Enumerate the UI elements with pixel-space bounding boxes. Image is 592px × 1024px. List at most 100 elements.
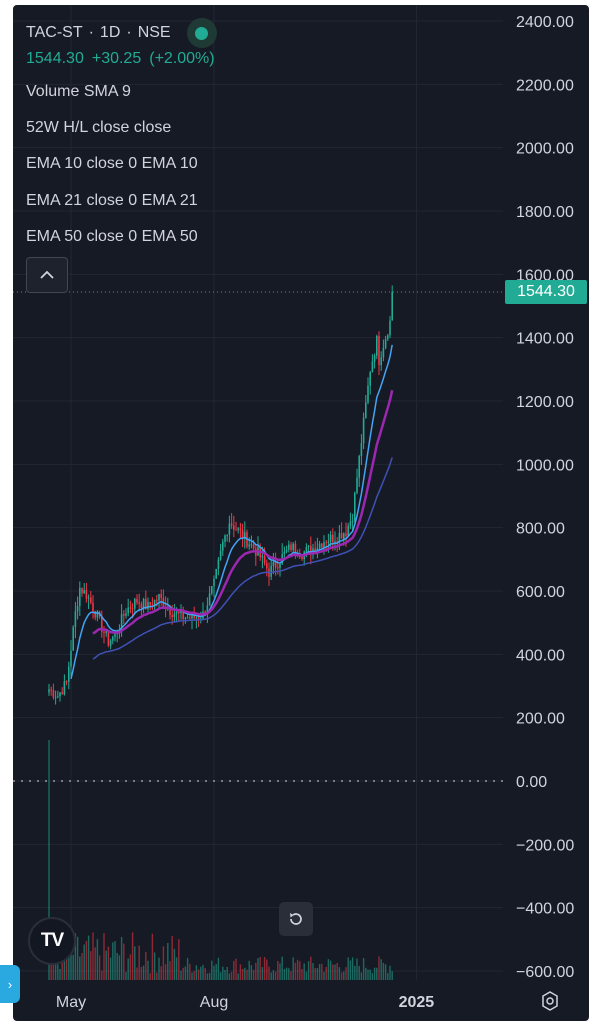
candle-body	[380, 357, 382, 366]
volume-bar	[272, 970, 275, 980]
last-price-tag: 1544.30	[505, 280, 587, 304]
candle-body	[206, 605, 209, 614]
reset-chart-button[interactable]	[279, 902, 313, 936]
volume-bar	[261, 967, 264, 980]
candle-body	[360, 443, 363, 457]
volume-bar	[310, 956, 312, 980]
candle-body	[197, 617, 200, 620]
volume-bar	[109, 957, 112, 980]
volume-bar	[340, 972, 343, 980]
chevron-up-icon	[40, 270, 54, 279]
indicator-52w-hl[interactable]: 52W H/L close close	[26, 119, 172, 136]
tradingview-logo-icon[interactable]: TV	[28, 917, 76, 965]
candle-body	[305, 546, 308, 552]
volume-bar	[147, 960, 149, 980]
x-tick-label: 2025	[399, 994, 435, 1011]
volume-bar	[257, 958, 259, 980]
ema-line-50	[92, 457, 393, 660]
candle-body	[327, 541, 330, 544]
volume-bar	[105, 950, 107, 980]
volume-bar	[378, 956, 380, 980]
side-panel-toggle[interactable]: ›	[0, 965, 20, 1003]
volume-bar	[87, 935, 90, 980]
candle-body	[147, 601, 149, 609]
indicator-ema-21[interactable]: EMA 21 close 0 EMA 21	[26, 192, 198, 209]
candle-body	[186, 617, 189, 619]
indicator-ema-50[interactable]: EMA 50 close 0 EMA 50	[26, 228, 198, 245]
volume-bar	[219, 972, 222, 980]
candle-body	[70, 650, 72, 667]
volume-bar	[380, 959, 382, 980]
volume-bar	[382, 962, 385, 980]
settings-icon[interactable]	[538, 989, 562, 1013]
volume-bar	[316, 967, 319, 980]
candle-body	[191, 613, 193, 619]
volume-bar	[303, 963, 305, 980]
volume-bar	[74, 933, 77, 980]
candle-body	[129, 607, 132, 609]
volume-bar	[314, 967, 316, 980]
volume-bar	[191, 972, 193, 980]
candle-body	[149, 601, 151, 606]
chevron-right-icon: ›	[7, 976, 13, 992]
symbol-legend[interactable]: TAC-ST · 1D · NSE	[26, 18, 217, 48]
candle-body	[90, 597, 92, 603]
y-tick-label: 1200.00	[516, 394, 574, 411]
candle-body	[68, 666, 70, 682]
volume-bar	[362, 958, 365, 980]
volume-bar	[345, 967, 347, 980]
market-status-icon[interactable]	[186, 18, 217, 48]
candle-body	[367, 385, 369, 403]
candle-body	[54, 697, 57, 699]
volume-bar	[59, 968, 61, 980]
volume-bar	[277, 960, 279, 980]
candle-body	[105, 631, 107, 633]
price-chart[interactable]: 2400.002200.002000.001800.001600.001400.…	[13, 5, 589, 1021]
exchange-label: NSE	[137, 24, 171, 41]
volume-bar	[230, 971, 233, 980]
candle-body	[65, 681, 68, 683]
volume-bar	[193, 971, 195, 980]
candle-body	[52, 689, 55, 698]
volume-bar	[354, 965, 356, 980]
candle-body	[226, 534, 228, 536]
candle-body	[237, 528, 239, 530]
volume-bar	[329, 960, 332, 980]
collapse-legend-button[interactable]	[26, 257, 68, 293]
candle-body	[50, 689, 52, 691]
candle-body	[329, 534, 332, 542]
volume-bar	[367, 969, 369, 980]
volume-bar	[204, 968, 206, 980]
y-tick-label: 1800.00	[516, 204, 574, 221]
volume-bar	[387, 973, 389, 980]
volume-bar	[299, 961, 301, 980]
candle-body	[103, 631, 105, 633]
candle-body	[310, 545, 312, 554]
volume-bar	[197, 969, 200, 980]
candle-body	[83, 589, 85, 594]
candle-body	[263, 555, 266, 564]
volume-bar	[307, 961, 310, 980]
volume-bar	[270, 972, 272, 980]
volume-bar	[343, 971, 345, 980]
volume-bar	[123, 943, 125, 980]
volume-bar	[76, 936, 79, 980]
candle-body	[307, 545, 310, 547]
volume-bar	[211, 960, 213, 980]
candle-body	[92, 602, 94, 611]
candle-body	[208, 593, 211, 606]
volume-bar	[136, 967, 138, 980]
y-tick-label: 200.00	[516, 711, 565, 728]
volume-bar	[142, 965, 145, 980]
chart-panel[interactable]: 2400.00 2200.00 2000.00 1800.00 1600.00 1400.…	[13, 5, 589, 1021]
volume-bar	[248, 960, 250, 980]
volume-bar	[206, 973, 209, 980]
indicator-ema-10[interactable]: EMA 10 close 0 EMA 10	[26, 155, 198, 172]
volume-bar	[125, 971, 127, 980]
candle-body	[142, 598, 145, 609]
volume-bar	[358, 966, 360, 980]
indicator-volume-sma[interactable]: Volume SMA 9	[26, 83, 131, 100]
volume-bar	[92, 932, 94, 980]
candle-body	[145, 598, 147, 609]
ema-line-10	[70, 344, 393, 679]
